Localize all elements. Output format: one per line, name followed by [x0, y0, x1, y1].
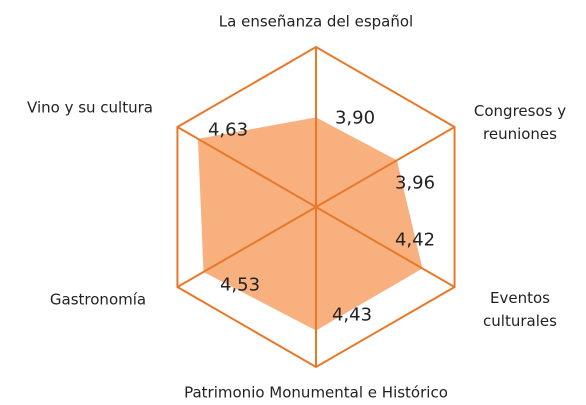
value-label: 4,63 [207, 119, 249, 141]
axis-label: Patrimonio Monumental e Histórico [184, 383, 448, 402]
value-label: 4,42 [394, 229, 436, 251]
axis-label: Eventos culturales [483, 289, 557, 330]
data-area [197, 117, 423, 331]
axis-label: Vino y su cultura [27, 98, 153, 117]
value-label: 4,53 [219, 274, 261, 296]
value-label: 3,96 [394, 172, 436, 194]
axis-label: Congresos y reuniones [473, 102, 567, 143]
value-label: 3,90 [334, 107, 376, 129]
axis-label: La enseñanza del español [218, 12, 414, 31]
value-label: 4,43 [331, 304, 373, 326]
grid-axis [176, 126, 456, 288]
axis-label: Gastronomía [49, 290, 147, 309]
